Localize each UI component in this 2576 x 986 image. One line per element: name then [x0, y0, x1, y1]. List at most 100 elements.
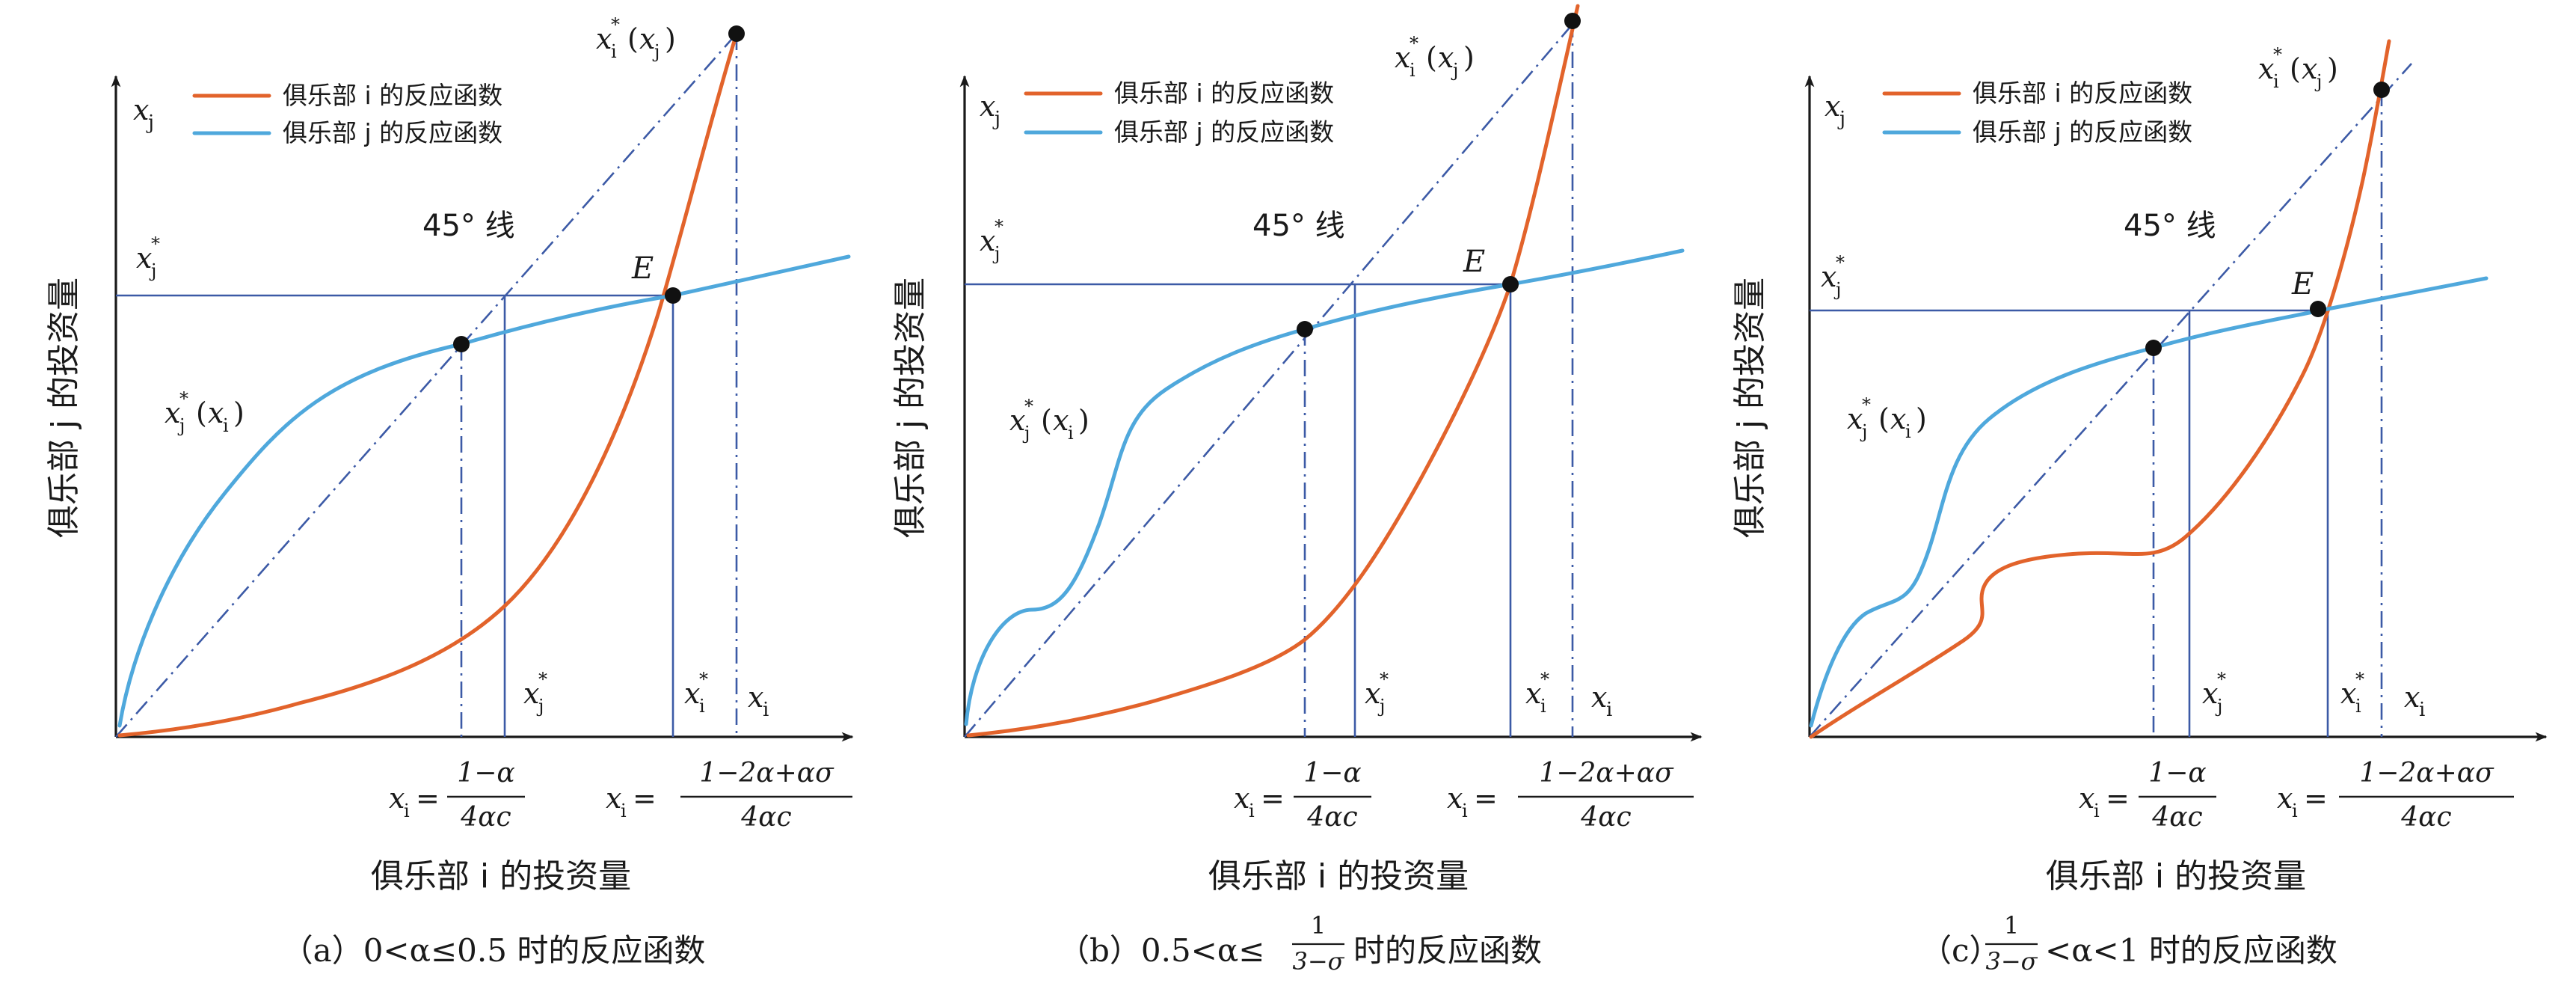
- club-j-reaction-curve: [964, 248, 1685, 726]
- formula-sub: i: [2292, 800, 2298, 821]
- label-curve-i-arg-sub: j: [2314, 71, 2322, 92]
- label-curve-i-paren-open: (: [627, 22, 639, 55]
- club-j-reaction-curve: [1809, 276, 2489, 728]
- line-45-degree: [1809, 63, 2412, 738]
- formula-numerator: 1−2α+ασ: [699, 758, 834, 789]
- caption-c-suffix: <α<1 时的反应函数: [2045, 932, 2337, 969]
- label-xi-star-axis-sup: *: [1540, 669, 1549, 690]
- y-axis-var: x: [980, 90, 995, 123]
- label-curve-j-sub: j: [1022, 423, 1030, 444]
- label-curve-i-paren-close: ): [1463, 41, 1475, 74]
- label-45-line: 45° 线: [2124, 209, 2216, 243]
- equilibrium-point: [665, 287, 681, 304]
- formula-equals: =: [1261, 782, 1285, 815]
- x-axis-sub: i: [1606, 699, 1612, 721]
- y-axis-sub: j: [146, 111, 154, 134]
- x-axis-var: x: [2404, 681, 2420, 714]
- club-i-reaction-curve: [1809, 39, 2391, 739]
- panel-a: 俱乐部 i 的反应函数 俱乐部 j 的反应函数 x j x i 45° 线 E …: [45, 14, 854, 969]
- x-axis-var: x: [748, 681, 763, 714]
- label-curve-i-arg: x: [639, 22, 655, 55]
- y-axis-sub: j: [1837, 108, 1845, 130]
- formula-var: x: [606, 782, 621, 815]
- caption-b-suffix: 时的反应函数: [1353, 932, 1542, 969]
- formula-xi-first: x i = 1−α 4αc: [389, 758, 525, 833]
- xi-star-top-point: [2373, 82, 2390, 98]
- label-curve-i-sup: *: [611, 14, 620, 35]
- label-xj-star-axis-sub: j: [536, 696, 544, 717]
- y-axis-title: 俱乐部 j 的投资量: [45, 278, 83, 538]
- formula-denominator: 4αc: [460, 802, 511, 833]
- x-axis-title: 俱乐部 i 的投资量: [371, 857, 631, 895]
- formula-var: x: [1447, 782, 1463, 815]
- legend-label-club-j: 俱乐部 j 的反应函数: [283, 118, 502, 147]
- club-i-reaction-curve: [966, 4, 1580, 738]
- label-curve-j-arg-sub: i: [223, 415, 229, 436]
- label-xj-star-axis-var: x: [2202, 677, 2218, 710]
- label-curve-j-var: x: [1009, 404, 1025, 437]
- caption-c-fraction-denominator: 3−σ: [1985, 947, 2038, 976]
- caption-a: （a）0<α≤0.5 时的反应函数: [282, 932, 706, 969]
- label-xj-star-var: x: [1821, 260, 1836, 293]
- x-axis-title: 俱乐部 i 的投资量: [1208, 857, 1469, 895]
- label-curve-j-sup: *: [1862, 394, 1871, 415]
- line-45-degree: [964, 22, 1575, 738]
- caption-c-prefix: （c）: [1920, 932, 2001, 969]
- label-curve-j-paren-open: (: [196, 396, 207, 429]
- equilibrium-point: [2310, 301, 2326, 317]
- legend-label-club-i: 俱乐部 i 的反应函数: [1114, 79, 1334, 108]
- label-xj-star-sup: *: [1836, 252, 1845, 273]
- caption-b-prefix: （b）0.5<α≤: [1058, 932, 1264, 969]
- y-axis-var: x: [133, 94, 149, 126]
- label-xi-star-axis-var: x: [2340, 677, 2356, 710]
- label-xj-star-axis-sup: *: [2217, 669, 2226, 690]
- label-xj-star-axis-var: x: [1365, 677, 1380, 710]
- label-45-line: 45° 线: [1252, 209, 1345, 243]
- formula-sub: i: [621, 800, 627, 821]
- label-xj-star-axis-sup: *: [1380, 669, 1389, 690]
- label-xi-star-axis-var: x: [684, 677, 700, 710]
- intersection-point: [453, 336, 470, 352]
- y-axis-sub: j: [992, 108, 1000, 130]
- label-xj-star-axis-sub: j: [1377, 696, 1385, 717]
- label-curve-j-arg-sub: i: [1068, 423, 1074, 444]
- label-curve-j-arg: x: [1890, 402, 1906, 435]
- label-xi-star-axis-sub: i: [699, 696, 705, 717]
- formula-var: x: [1234, 782, 1249, 815]
- formula-denominator: 4αc: [1580, 802, 1631, 833]
- label-curve-i-arg: x: [1438, 41, 1454, 74]
- xi-star-top-point: [728, 25, 745, 42]
- label-equilibrium: E: [1463, 245, 1485, 279]
- formula-equals: =: [2304, 782, 2328, 815]
- label-xj-star-axis-sub: j: [2215, 696, 2222, 717]
- label-xj-star-sup: *: [995, 216, 1003, 237]
- club-j-reaction-curve: [117, 254, 851, 728]
- label-curve-i-sub: i: [611, 41, 617, 62]
- caption-c: （c） 1 3−σ <α<1 时的反应函数: [1920, 911, 2337, 976]
- formula-denominator: 4αc: [1306, 802, 1357, 833]
- legend: 俱乐部 i 的反应函数 俱乐部 j 的反应函数: [1024, 79, 1334, 147]
- legend-label-club-i: 俱乐部 i 的反应函数: [283, 81, 502, 110]
- label-curve-i-arg: x: [2302, 52, 2317, 85]
- label-curve-i-paren-open: (: [2290, 52, 2301, 85]
- equilibrium-point: [1502, 276, 1519, 293]
- line-45-degree: [115, 33, 737, 738]
- label-curve-j-arg: x: [1053, 404, 1069, 437]
- label-curve-j-paren-close: ): [1916, 402, 1927, 435]
- label-curve-i-paren-open: (: [1426, 41, 1437, 74]
- formula-sub: i: [1249, 800, 1255, 821]
- formula-equals: =: [633, 782, 657, 815]
- label-xj-star-sub: j: [149, 260, 156, 281]
- formula-denominator: 4αc: [2400, 802, 2451, 833]
- caption-b-fraction-denominator: 3−σ: [1292, 947, 1344, 976]
- x-axis-sub: i: [2419, 699, 2425, 721]
- formula-numerator: 1−2α+ασ: [2359, 758, 2494, 789]
- formula-equals: =: [2106, 782, 2130, 815]
- y-axis-title: 俱乐部 j 的投资量: [1731, 278, 1769, 538]
- label-curve-i-var: x: [1395, 41, 1410, 74]
- formula-numerator: 1−α: [1303, 758, 1361, 789]
- label-curve-j-paren-close: ): [1078, 404, 1089, 437]
- label-curve-j-sub: j: [1860, 421, 1867, 442]
- label-curve-i-sub: i: [2273, 71, 2279, 92]
- caption-c-fraction-numerator: 1: [2004, 911, 2019, 940]
